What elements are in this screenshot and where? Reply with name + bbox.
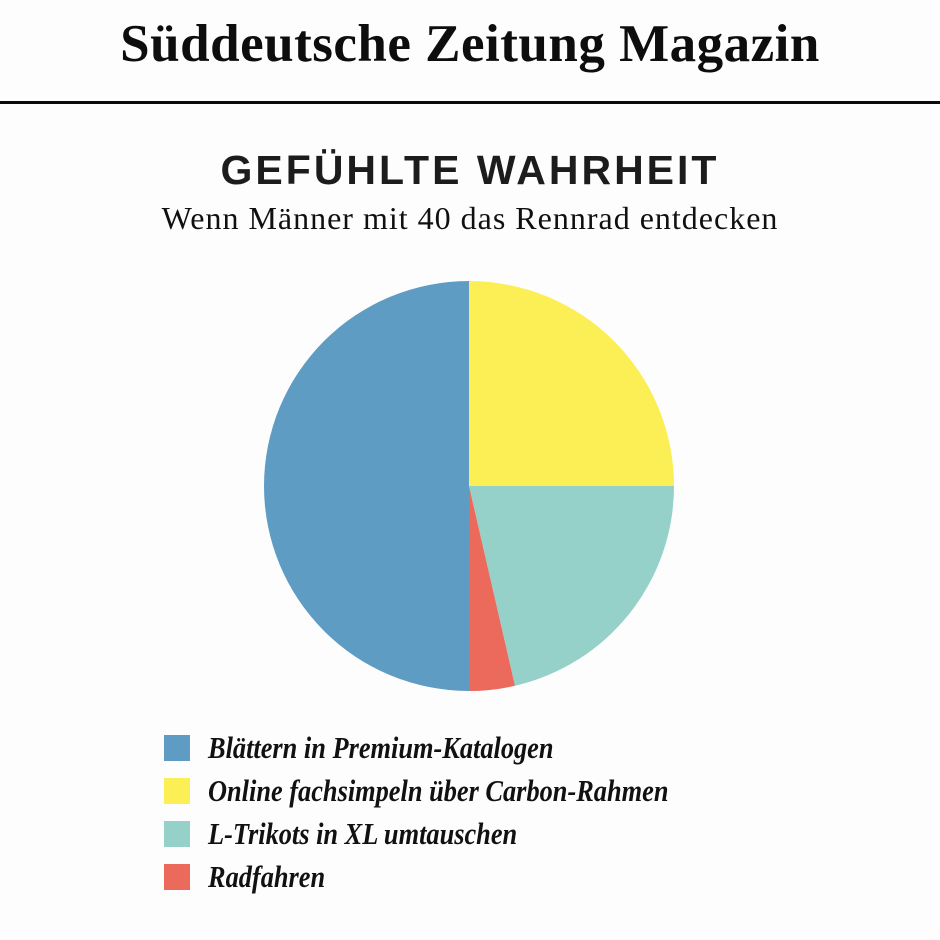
legend-swatch — [164, 777, 190, 804]
legend-label: Online fachsimpeln über Carbon-Rahmen — [208, 773, 669, 808]
legend-item: Radfahren — [164, 855, 750, 898]
pie-chart — [264, 281, 674, 691]
legend: Blättern in Premium-Katalogen Online fach… — [164, 726, 750, 898]
pie-slice-2 — [469, 486, 674, 686]
legend-swatch — [164, 820, 190, 847]
legend-label: L-Trikots in XL umtauschen — [208, 816, 518, 851]
chart-title: GEFÜHLTE WAHRHEIT — [220, 147, 720, 193]
legend-item: Online fachsimpeln über Carbon-Rahmen — [164, 769, 750, 812]
legend-swatch — [164, 734, 190, 761]
masthead-rule — [0, 101, 940, 104]
legend-label: Radfahren — [208, 859, 326, 894]
pie-slice-1 — [469, 281, 674, 486]
pie-slice-3 — [469, 486, 515, 691]
pie-slice-0 — [264, 281, 469, 691]
legend-item: L-Trikots in XL umtauschen — [164, 812, 750, 855]
legend-item: Blättern in Premium-Katalogen — [164, 726, 750, 769]
legend-swatch — [164, 863, 190, 890]
legend-label: Blättern in Premium-Katalogen — [208, 730, 554, 765]
chart-subtitle: Wenn Männer mit 40 das Rennrad entdecken — [161, 200, 779, 236]
masthead-title: Süddeutsche Zeitung Magazin — [120, 15, 820, 73]
